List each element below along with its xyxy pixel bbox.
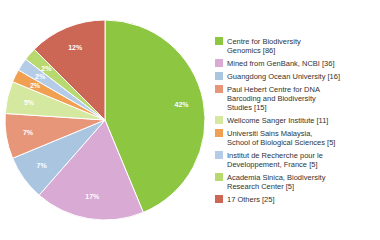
data-label: 7% <box>37 162 48 169</box>
legend-swatch <box>215 85 223 93</box>
data-label: 5% <box>24 99 35 106</box>
data-label: 2% <box>41 65 52 72</box>
pie-slice <box>5 113 105 158</box>
data-labels: 42%17%7%7%5%2%2%2%12% <box>23 44 189 200</box>
legend-label: Mined from GenBank, NCBI [36] <box>227 59 335 68</box>
legend-label: Academia Sinica, BiodiversityResearch Ce… <box>227 173 326 191</box>
legend-entry: 17 Others [25] <box>215 195 275 204</box>
legend-label: Centre for BiodiversityGenomics [86] <box>227 37 301 55</box>
legend-swatch <box>215 37 223 45</box>
legend-swatch <box>215 173 223 181</box>
legend-label: Paul Hebert Centre for DNABarcoding and … <box>227 85 320 112</box>
legend-entry: Institut de Recherche pour leDeveloppeme… <box>215 151 323 169</box>
legend: Centre for BiodiversityGenomics [86] Mine… <box>215 37 340 204</box>
data-label: 2% <box>30 82 41 89</box>
legend-entry: Universiti Sains Malaysia,School of Biol… <box>215 129 335 147</box>
legend-label: 17 Others [25] <box>227 195 275 204</box>
pie-slice <box>34 20 105 120</box>
data-label: 2% <box>35 73 46 80</box>
legend-swatch <box>215 195 223 203</box>
legend-entry: Guangdong Ocean University [16] <box>215 72 340 81</box>
legend-entry: Paul Hebert Centre for DNABarcoding and … <box>215 85 320 112</box>
data-label: 7% <box>23 129 34 136</box>
data-label: 42% <box>174 101 189 108</box>
legend-swatch <box>215 151 223 159</box>
legend-swatch <box>215 59 223 67</box>
legend-swatch <box>215 116 223 124</box>
legend-entry: Wellcome Sanger Institute [11] <box>215 116 328 125</box>
data-label: 12% <box>68 44 83 51</box>
legend-label: Universiti Sains Malaysia,School of Biol… <box>227 129 335 147</box>
legend-label: Wellcome Sanger Institute [11] <box>227 116 328 125</box>
legend-label: Guangdong Ocean University [16] <box>227 72 340 81</box>
data-label: 17% <box>85 193 100 200</box>
pie <box>5 20 205 220</box>
legend-entry: Centre for BiodiversityGenomics [86] <box>215 37 301 55</box>
legend-swatch <box>215 129 223 137</box>
chart: 42%17%7%7%5%2%2%2%12%Centre for Biodiver… <box>0 0 380 240</box>
legend-entry: Academia Sinica, BiodiversityResearch Ce… <box>215 173 326 191</box>
legend-swatch <box>215 72 223 80</box>
legend-entry: Mined from GenBank, NCBI [36] <box>215 59 335 68</box>
legend-label: Institut de Recherche pour leDeveloppeme… <box>227 151 323 169</box>
